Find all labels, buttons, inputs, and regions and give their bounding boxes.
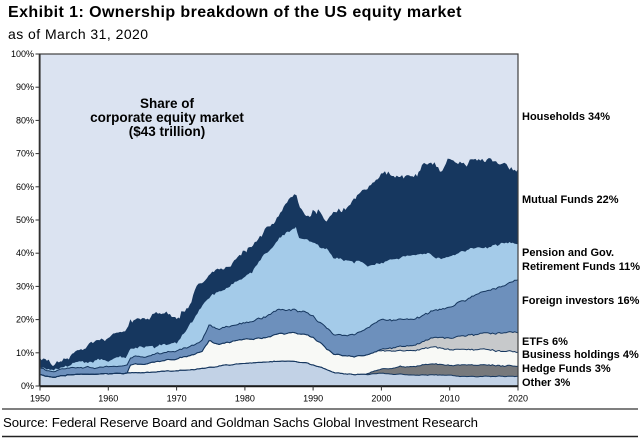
svg-text:50%: 50% — [16, 215, 34, 225]
svg-text:20%: 20% — [16, 315, 34, 325]
svg-text:40%: 40% — [16, 248, 34, 258]
svg-text:1990: 1990 — [303, 394, 323, 404]
svg-text:1960: 1960 — [98, 394, 118, 404]
svg-text:1980: 1980 — [235, 394, 255, 404]
svg-text:0%: 0% — [21, 381, 34, 391]
svg-text:60%: 60% — [16, 182, 34, 192]
svg-text:70%: 70% — [16, 149, 34, 159]
svg-text:30%: 30% — [16, 281, 34, 291]
svg-text:2020: 2020 — [508, 394, 528, 404]
svg-text:2000: 2000 — [371, 394, 391, 404]
svg-text:2010: 2010 — [440, 394, 460, 404]
svg-text:10%: 10% — [16, 348, 34, 358]
svg-text:100%: 100% — [11, 49, 34, 59]
svg-text:80%: 80% — [16, 115, 34, 125]
svg-text:1950: 1950 — [30, 394, 50, 404]
svg-text:1970: 1970 — [167, 394, 187, 404]
svg-text:90%: 90% — [16, 82, 34, 92]
